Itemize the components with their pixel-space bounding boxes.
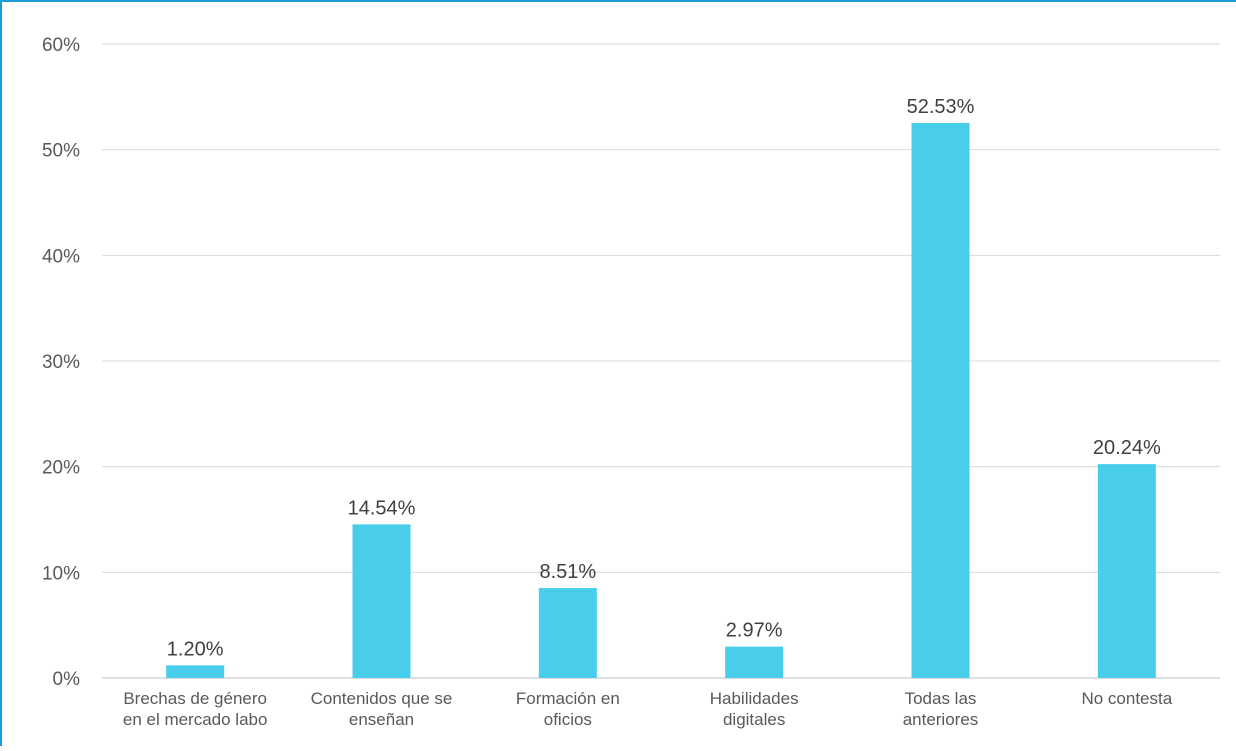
x-axis-category-labels: Brechas de género en el mercado labo Conte… bbox=[123, 689, 1173, 729]
bar bbox=[352, 524, 411, 678]
data-label: 52.53% bbox=[907, 96, 975, 118]
y-tick-label: 10% bbox=[42, 563, 80, 584]
category-label: Contenidos que se enseñan bbox=[311, 689, 453, 729]
bar bbox=[725, 646, 784, 678]
bar bbox=[911, 122, 970, 679]
y-tick-label: 30% bbox=[42, 352, 80, 373]
y-tick-label: 0% bbox=[53, 669, 81, 690]
data-label: 20.24% bbox=[1093, 437, 1161, 459]
y-tick-label: 50% bbox=[42, 141, 80, 162]
category-label: Todas las anteriores bbox=[903, 689, 979, 729]
bar bbox=[166, 665, 225, 678]
bar bbox=[1097, 464, 1156, 678]
y-tick-label: 60% bbox=[42, 35, 80, 56]
gridlines bbox=[102, 43, 1220, 679]
data-label: 1.20% bbox=[167, 638, 224, 660]
y-tick-label: 40% bbox=[42, 246, 80, 267]
y-axis-tick-labels: 0% 10% 20% 30% 40% 50% 60% bbox=[42, 35, 80, 690]
category-label: Brechas de género en el mercado labo bbox=[123, 689, 268, 729]
y-tick-label: 20% bbox=[42, 458, 80, 479]
bars bbox=[166, 122, 1156, 679]
data-label: 14.54% bbox=[348, 497, 416, 519]
data-labels: 1.20% 14.54% 8.51% 2.97% 52.53% 20.24% bbox=[167, 96, 1161, 660]
category-label: No contesta bbox=[1081, 689, 1172, 708]
data-label: 2.97% bbox=[726, 620, 783, 642]
category-label: Formación en oficios bbox=[516, 689, 620, 729]
bar bbox=[538, 588, 597, 678]
data-label: 8.51% bbox=[539, 561, 596, 583]
category-label: Habilidades digitales bbox=[710, 689, 799, 729]
